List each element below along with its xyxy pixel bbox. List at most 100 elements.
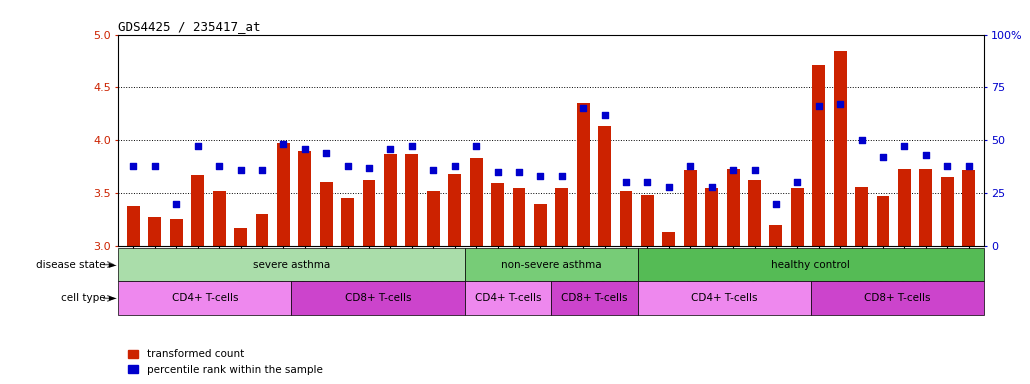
Point [747,167,763,173]
Point [874,154,891,160]
Bar [319,182,333,246]
Point [660,184,677,190]
Point [318,150,335,156]
Bar [255,214,269,246]
Bar [363,180,376,246]
Point [682,162,698,169]
Text: CD4+ T-cells: CD4+ T-cells [172,293,238,303]
Bar [299,151,311,246]
Point [533,173,549,179]
Bar [448,174,461,246]
Text: CD4+ T-cells: CD4+ T-cells [475,293,541,303]
Bar [791,188,803,246]
Bar [811,281,984,315]
Bar [465,248,638,281]
Bar [833,51,847,246]
Bar [277,143,289,246]
Text: CD8+ T-cells: CD8+ T-cells [864,293,930,303]
Bar [898,169,911,246]
Bar [384,154,397,246]
Bar [662,232,676,246]
Bar [555,188,569,246]
Bar [465,281,551,315]
Bar [638,248,984,281]
Bar [291,281,465,315]
Point [253,167,270,173]
Point [511,169,527,175]
Bar [470,158,482,246]
Bar [118,248,465,281]
Point [832,101,849,108]
Bar [148,217,162,246]
Point [767,200,784,207]
Bar [491,184,504,246]
Point [339,162,355,169]
Point [168,200,184,207]
Bar [127,206,140,246]
Point [703,184,720,190]
Text: CD8+ T-cells: CD8+ T-cells [345,293,411,303]
Bar [748,180,761,246]
Bar [341,198,354,246]
Bar [406,154,418,246]
Text: disease state ►: disease state ► [36,260,116,270]
Point [618,179,634,185]
Text: severe asthma: severe asthma [253,260,330,270]
Point [146,162,163,169]
Bar [620,191,632,246]
Bar [641,195,654,246]
Bar [706,188,718,246]
Point [468,144,484,150]
Point [853,137,869,143]
Point [811,103,827,109]
Point [404,144,420,150]
Text: cell type ►: cell type ► [61,293,116,303]
Bar [877,196,890,246]
Text: CD8+ T-cells: CD8+ T-cells [561,293,627,303]
Legend: transformed count, percentile rank within the sample: transformed count, percentile rank withi… [124,345,327,379]
Bar [534,204,547,246]
Point [211,162,228,169]
Bar [920,169,932,246]
Point [939,162,956,169]
Point [297,146,313,152]
Bar [638,281,811,315]
Bar [234,228,247,246]
Point [575,106,591,112]
Bar [170,219,182,246]
Bar [426,191,440,246]
Point [190,144,206,150]
Bar [118,281,291,315]
Point [233,167,249,173]
Bar [813,65,825,246]
Text: GDS4425 / 235417_at: GDS4425 / 235417_at [118,20,261,33]
Point [382,146,399,152]
Bar [769,225,783,246]
Bar [212,191,226,246]
Point [553,173,570,179]
Point [918,152,934,158]
Point [960,162,976,169]
Point [596,112,613,118]
Bar [962,170,975,246]
Point [640,179,656,185]
Bar [726,169,740,246]
Bar [684,170,696,246]
Point [425,167,442,173]
Bar [855,187,868,246]
Bar [551,281,638,315]
Point [725,167,742,173]
Point [360,164,377,170]
Point [126,162,142,169]
Bar [192,175,204,246]
Point [446,162,462,169]
Point [275,141,291,147]
Bar [577,103,589,246]
Text: healthy control: healthy control [771,260,850,270]
Text: non-severe asthma: non-severe asthma [501,260,602,270]
Point [789,179,805,185]
Text: CD4+ T-cells: CD4+ T-cells [691,293,757,303]
Bar [940,177,954,246]
Bar [513,188,525,246]
Bar [598,126,611,246]
